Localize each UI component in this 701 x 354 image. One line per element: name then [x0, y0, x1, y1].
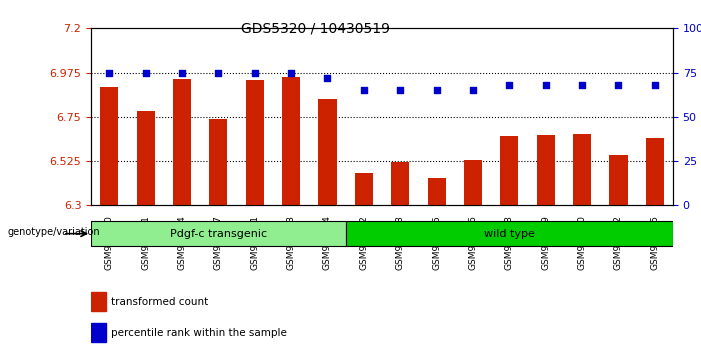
Bar: [282, 78, 300, 205]
Text: wild type: wild type: [484, 229, 535, 239]
Point: [249, 70, 260, 75]
Text: genotype/variation: genotype/variation: [7, 227, 100, 237]
Bar: [245, 80, 264, 205]
Point: [613, 82, 624, 88]
Bar: [573, 133, 591, 205]
Bar: [609, 155, 627, 205]
Bar: [428, 178, 446, 205]
Point: [177, 70, 188, 75]
Bar: [100, 87, 118, 205]
Point: [395, 87, 406, 93]
Bar: [646, 138, 664, 205]
Bar: [210, 119, 228, 205]
Point: [140, 70, 151, 75]
FancyBboxPatch shape: [346, 221, 673, 246]
Point: [213, 70, 224, 75]
Point: [540, 82, 551, 88]
Bar: [501, 137, 519, 205]
Bar: [173, 79, 191, 205]
Point: [322, 75, 333, 81]
Point: [431, 87, 442, 93]
Bar: [355, 173, 373, 205]
Point: [576, 82, 587, 88]
Bar: [137, 111, 155, 205]
Bar: [318, 99, 336, 205]
Text: Pdgf-c transgenic: Pdgf-c transgenic: [170, 229, 267, 239]
Bar: [536, 135, 554, 205]
Bar: [391, 162, 409, 205]
Point: [649, 82, 660, 88]
FancyBboxPatch shape: [91, 221, 346, 246]
Point: [104, 70, 115, 75]
Bar: [91, 323, 106, 342]
Point: [358, 87, 369, 93]
Point: [504, 82, 515, 88]
Point: [468, 87, 479, 93]
Text: percentile rank within the sample: percentile rank within the sample: [111, 328, 287, 338]
Bar: [91, 292, 106, 311]
Bar: [464, 160, 482, 205]
Point: [285, 70, 297, 75]
Text: GDS5320 / 10430519: GDS5320 / 10430519: [241, 21, 390, 35]
Text: transformed count: transformed count: [111, 297, 209, 307]
